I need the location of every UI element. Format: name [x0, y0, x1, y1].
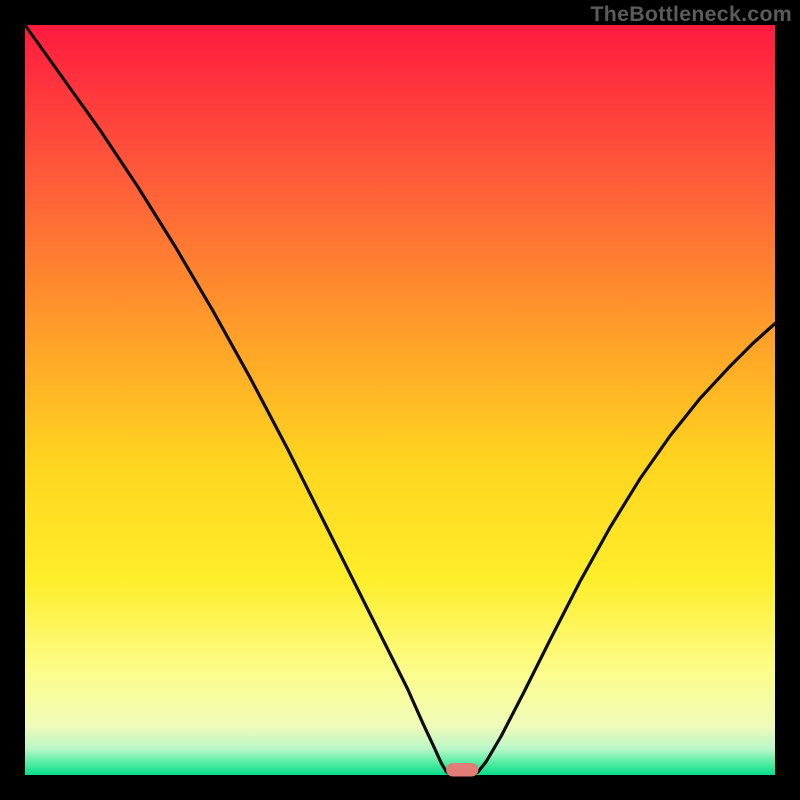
plot-background-gradient: [25, 25, 775, 775]
optimal-point-marker: [446, 763, 478, 777]
chart-canvas: [0, 0, 800, 800]
bottleneck-curve-chart: TheBottleneck.com: [0, 0, 800, 800]
attribution-label: TheBottleneck.com: [590, 2, 792, 27]
